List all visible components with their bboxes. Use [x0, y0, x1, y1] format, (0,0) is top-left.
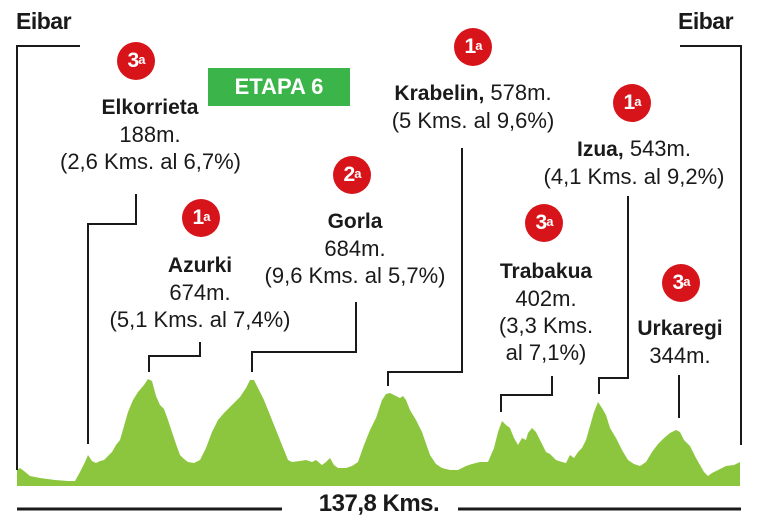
azurki-leader-line [148, 342, 201, 372]
trabakua-leader-line [500, 376, 553, 412]
climb-label-urkaregi: Urkaregi 344m. [637, 317, 723, 368]
stage-badge: ETAPA 6 [208, 68, 350, 106]
finish-leader-line [680, 45, 742, 445]
elevation-profile-area [17, 379, 740, 486]
elkorrieta-leader-line [87, 194, 137, 444]
gorla-leader-line [251, 302, 357, 372]
start-leader-line [16, 45, 80, 470]
climb-label-gorla: Gorla 684m. (9,6 Kms. al 5,7%) [264, 210, 446, 288]
climb-label-azurki: Azurki 674m. (5,1 Kms. al 7,4%) [109, 254, 291, 332]
leader-lines [16, 45, 742, 511]
climb-label-elkorrieta: Elkorrieta 188m. (2,6 Kms. al 6,7%) [60, 96, 241, 174]
krabelin-leader-line [387, 148, 463, 386]
start-town-label: Eibar [16, 8, 72, 34]
climb-label-trabakua: Trabakua 402m. (3,3 Kms. al 7,1%) [498, 260, 594, 365]
finish-town-label: Eibar [678, 8, 734, 34]
climb-label-izua: Izua, 543m. (4,1 Kms. al 9,2%) [543, 136, 725, 189]
climb-label-krabelin: Krabelin, 578m. (5 Kms. al 9,6%) [391, 80, 555, 133]
total-distance-label: 137,8 Kms. [318, 490, 440, 517]
izua-leader-line [598, 196, 629, 394]
